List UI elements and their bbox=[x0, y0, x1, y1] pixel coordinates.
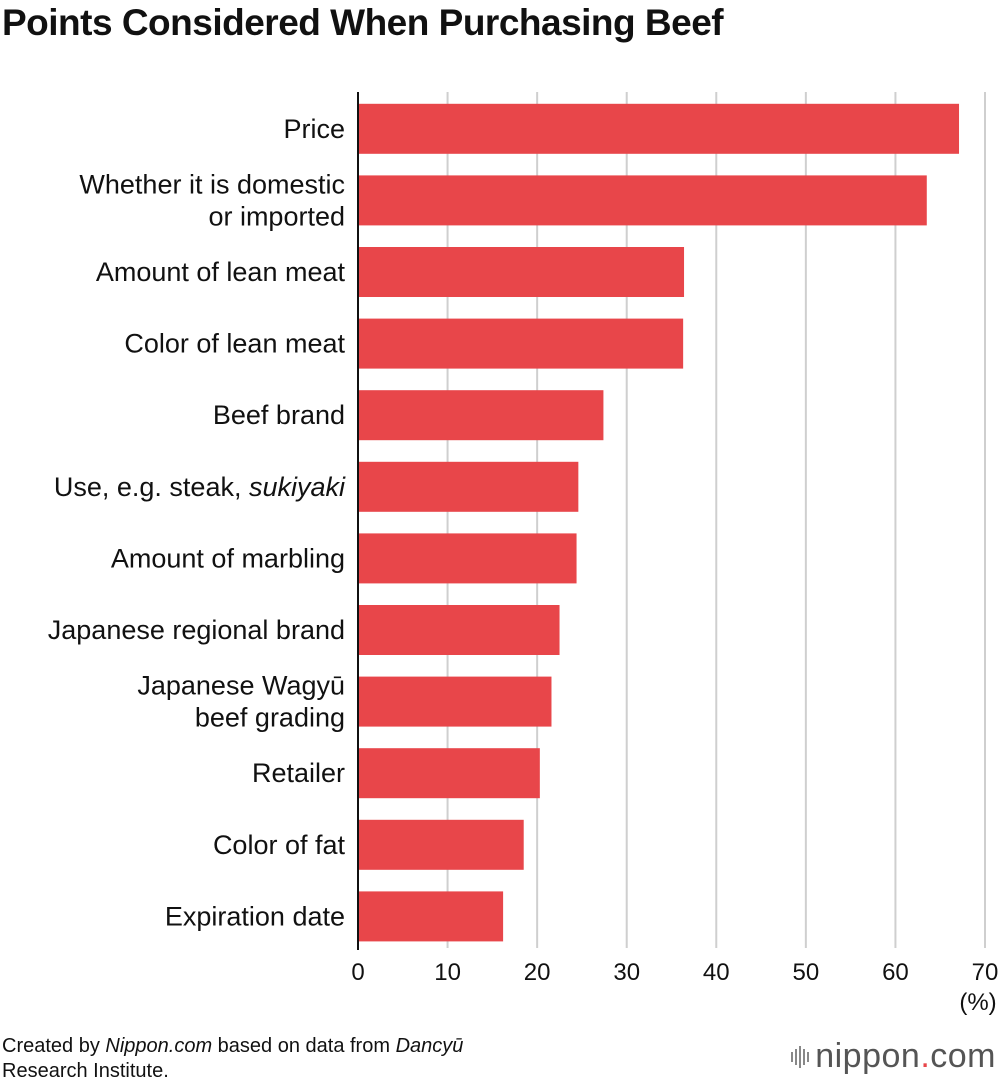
bar bbox=[358, 891, 504, 942]
category-label: Use, e.g. steak, sukiyaki bbox=[54, 472, 346, 502]
nippon-logo: nippon.com bbox=[791, 1037, 996, 1076]
x-unit-label: (%) bbox=[959, 989, 996, 1016]
bar bbox=[358, 748, 540, 799]
category-label: Color of lean meat bbox=[124, 329, 345, 359]
x-tick-label: 40 bbox=[703, 959, 730, 986]
x-tick-label: 60 bbox=[882, 959, 909, 986]
x-tick-label: 0 bbox=[351, 959, 364, 986]
category-label: Beef brand bbox=[213, 400, 345, 430]
category-label: Retailer bbox=[252, 758, 345, 788]
category-label: Amount of marbling bbox=[111, 543, 345, 573]
x-tick-label: 10 bbox=[434, 959, 461, 986]
category-label: Japanese regional brand bbox=[48, 615, 345, 645]
category-label: Price bbox=[283, 114, 345, 144]
source-line-2: Research Institute. bbox=[2, 1060, 169, 1082]
x-tick-label: 20 bbox=[524, 959, 551, 986]
bars-icon bbox=[791, 1044, 810, 1070]
category-label: Color of fat bbox=[213, 830, 346, 860]
x-tick-label: 50 bbox=[793, 959, 820, 986]
bar bbox=[358, 819, 524, 870]
bar bbox=[358, 390, 604, 441]
bar bbox=[358, 605, 560, 655]
bar-chart: Price Whether it is domestic or imported Am… bbox=[48, 92, 999, 1016]
bar bbox=[358, 247, 685, 297]
bar bbox=[358, 461, 579, 512]
x-tick-label: 70 bbox=[972, 959, 999, 986]
bar bbox=[358, 318, 684, 369]
bar bbox=[358, 103, 960, 154]
category-label: Whether it is domestic or imported bbox=[79, 169, 345, 231]
bar bbox=[358, 533, 577, 584]
source-note: Created by Nippon.com based on data from… bbox=[2, 1034, 463, 1084]
chart-title: Points Considered When Purchasing Beef bbox=[2, 2, 724, 43]
category-label: Amount of lean meat bbox=[96, 257, 346, 287]
category-label: Japanese Wagyū beef grading bbox=[137, 671, 345, 733]
x-tick-label: 30 bbox=[613, 959, 640, 986]
bar bbox=[358, 676, 552, 727]
category-label: Expiration date bbox=[165, 901, 345, 931]
source-line-1: Created by Nippon.com based on data from… bbox=[2, 1035, 464, 1057]
bar bbox=[358, 175, 927, 226]
